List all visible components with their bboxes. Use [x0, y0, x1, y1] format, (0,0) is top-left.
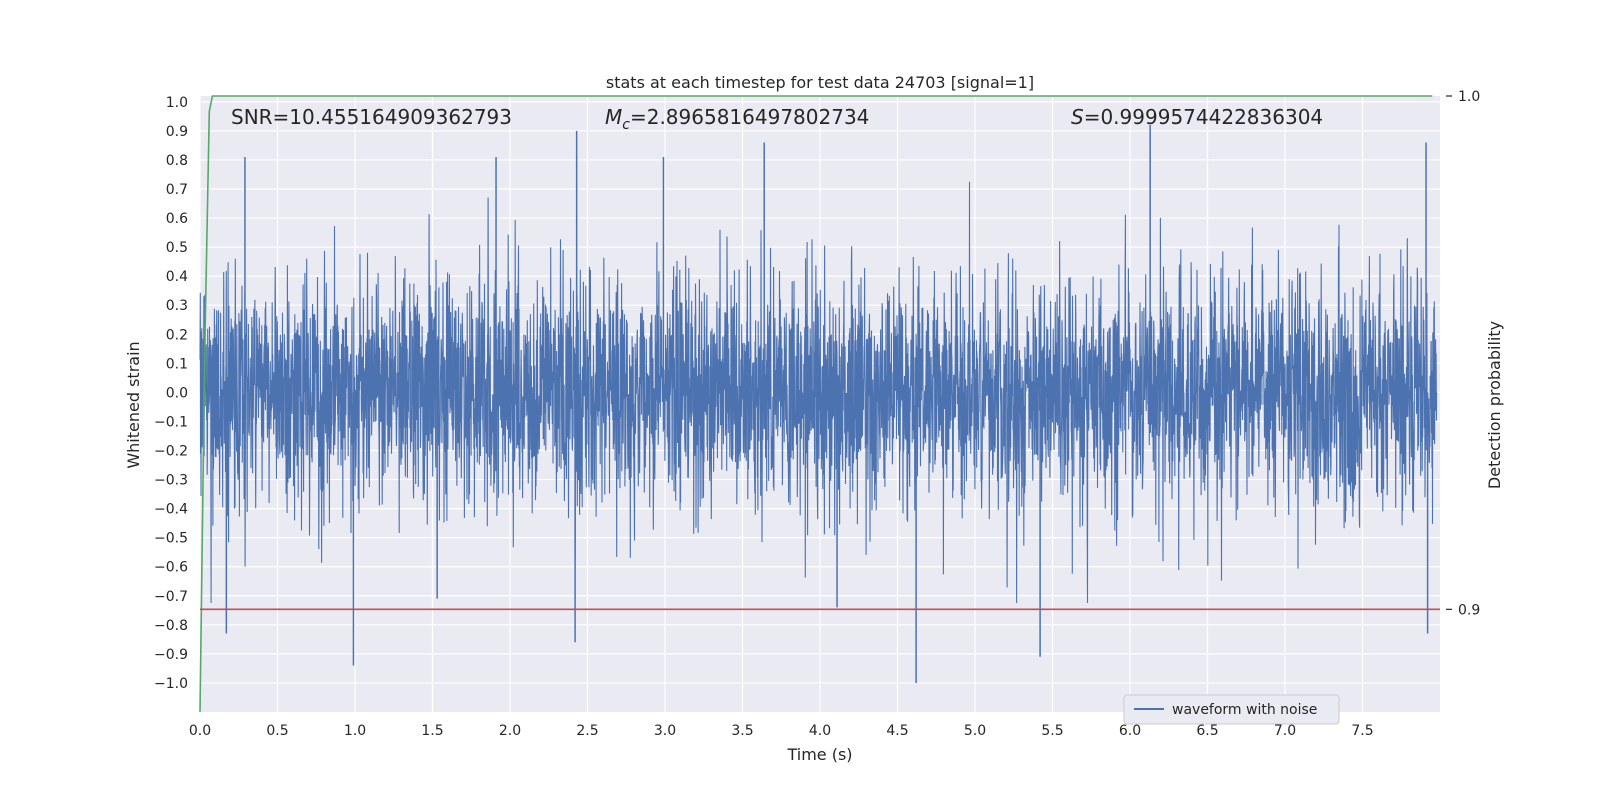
legend: waveform with noise [1123, 694, 1340, 725]
s-value: =0.9999574422836304 [1084, 105, 1323, 129]
y-tick-label: −0.2 [154, 443, 188, 459]
y-tick-label: −0.7 [154, 589, 188, 605]
x-tick-label: 1.5 [421, 723, 443, 739]
x-tick-label: 6.0 [1119, 723, 1141, 739]
x-tick-label: 6.5 [1196, 723, 1218, 739]
s-symbol: S [1071, 105, 1084, 129]
y-tick-label: −0.9 [154, 647, 188, 663]
x-tick-label: 5.0 [964, 723, 986, 739]
chart-title: stats at each timestep for test data 247… [606, 73, 1034, 92]
y-tick-label: 0.9 [166, 124, 188, 140]
y-tick-label: 0.4 [166, 269, 188, 285]
y-axis-label: Whitened strain [124, 341, 143, 468]
y-tick-label: 1.0 [166, 95, 188, 111]
y-tick-label: 0.3 [166, 298, 188, 314]
x-tick-label: 1.0 [344, 723, 366, 739]
y-tick-label: −0.3 [154, 473, 188, 489]
y2-tick-label: 0.9 [1458, 602, 1480, 618]
x-tick-label: 7.5 [1351, 723, 1373, 739]
overlay-lines [199, 95, 1440, 713]
y2-axis-label: Detection probability [1485, 321, 1504, 489]
y-tick-label: 0.1 [166, 356, 188, 372]
x-axis-label: Time (s) [786, 745, 852, 764]
detection-probability-line [199, 95, 1433, 713]
x-tick-label: 2.5 [576, 723, 598, 739]
y-tick-label: −0.6 [154, 560, 188, 576]
x-tick-label: 3.0 [654, 723, 676, 739]
y2-tick-label: 1.0 [1458, 89, 1480, 105]
waveform-line [199, 181, 1438, 604]
mc-subscript: c [622, 117, 630, 133]
y-tick-label: 0.6 [166, 211, 188, 227]
y-tick-label: 0.2 [166, 327, 188, 343]
y-tick-label: −0.4 [154, 502, 188, 518]
legend-box [1123, 694, 1340, 725]
chirp-mass-annotation: Mc=2.8965816497802734 [605, 105, 869, 133]
x-tick-label: 0.0 [189, 723, 211, 739]
x-tick-label: 2.0 [499, 723, 521, 739]
y-tick-labels: 1.0 0.9 0.8 0.7 0.6 0.5 0.4 0.3 0.2 0.1 0.0 −0.1 −0.… [154, 95, 188, 692]
series-waveform-with-noise [199, 125, 1438, 683]
x-tick-label: 0.5 [266, 723, 288, 739]
y-tick-label: −0.1 [154, 414, 188, 430]
s-annotation: S=0.9999574422836304 [1071, 105, 1323, 129]
y-tick-label: 0.8 [166, 153, 188, 169]
x-tick-label: 4.0 [809, 723, 831, 739]
y2-ticks: 1.0 0.9 [1446, 89, 1480, 618]
y-tick-label: 0.0 [166, 385, 188, 401]
y-tick-label: −0.8 [154, 618, 188, 634]
x-tick-label: 3.5 [731, 723, 753, 739]
snr-annotation: SNR=10.455164909362793 [231, 105, 512, 129]
mc-value: =2.8965816497802734 [630, 105, 869, 129]
x-tick-labels: 0.0 0.5 1.0 1.5 2.0 2.5 3.0 3.5 4.0 4.5 5.0 5.5 6.0 6… [189, 723, 1374, 739]
y-tick-label: 0.7 [166, 182, 188, 198]
mc-symbol: M [605, 105, 622, 129]
y-tick-label: −1.0 [154, 676, 188, 692]
x-tick-label: 4.5 [886, 723, 908, 739]
legend-label-waveform: waveform with noise [1172, 702, 1317, 718]
x-tick-label: 7.0 [1274, 723, 1296, 739]
y-tick-label: 0.5 [166, 240, 188, 256]
y-tick-label: −0.5 [154, 531, 188, 547]
x-tick-label: 5.5 [1041, 723, 1063, 739]
